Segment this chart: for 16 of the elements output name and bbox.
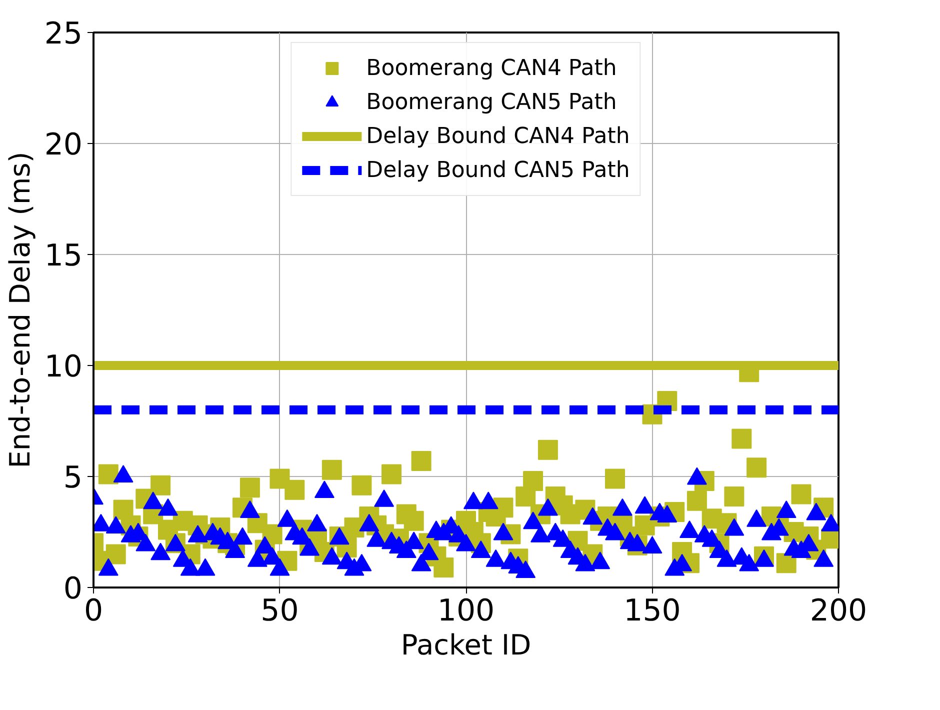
legend-label: Boomerang CAN4 Path	[366, 56, 617, 80]
legend-label: Delay Bound CAN5 Path	[366, 158, 630, 182]
y-axis-title: End-to-end Delay (ms)	[3, 152, 36, 468]
y-tick-label: 5	[63, 460, 83, 496]
y-tick-label: 25	[44, 16, 83, 52]
x-tick-label: 100	[437, 594, 495, 628]
x-tick-label: 50	[260, 594, 299, 628]
y-tick-label: 15	[44, 238, 83, 274]
y-tick-label: 10	[44, 350, 83, 384]
legend-label: Delay Bound CAN4 Path	[366, 124, 630, 148]
x-tick-label: 200	[810, 594, 868, 628]
y-tick-label: 20	[44, 128, 83, 162]
legend-label: Boomerang CAN5 Path	[366, 90, 617, 114]
x-axis-title: Packet ID	[400, 628, 532, 662]
y-tick-label: 0	[63, 572, 83, 606]
x-tick-label: 150	[624, 594, 681, 628]
